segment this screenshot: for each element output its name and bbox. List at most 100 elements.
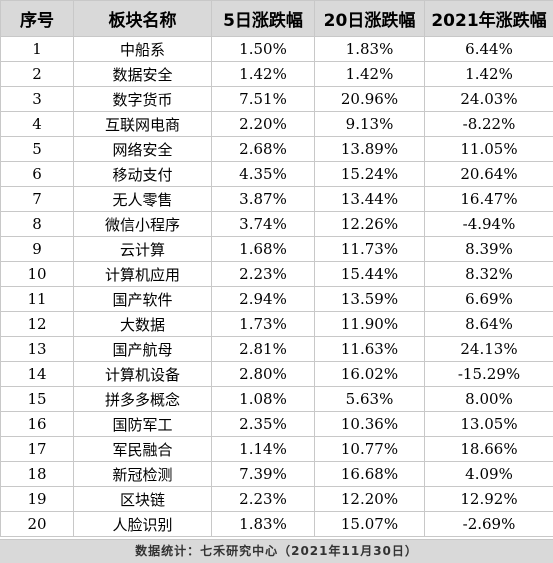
header-cell-sector: 板块名称 <box>73 0 212 37</box>
change-2021-cell: 24.03% <box>424 86 553 112</box>
sector-name-cell: 云计算 <box>73 236 212 262</box>
change-20day-cell: 11.90% <box>314 311 425 337</box>
change-20day-cell: 15.44% <box>314 261 425 287</box>
change-5day-cell: 1.68% <box>211 236 315 262</box>
change-20day-cell: 9.13% <box>314 111 425 137</box>
change-5day-cell: 2.81% <box>211 336 315 362</box>
change-20day-cell: 12.26% <box>314 211 425 237</box>
table-row: 15 拼多多概念 1.08% 5.63% 8.00% <box>0 386 553 412</box>
index-cell: 13 <box>0 336 74 362</box>
index-cell: 2 <box>0 61 74 87</box>
index-cell: 12 <box>0 311 74 337</box>
change-2021-cell: 8.64% <box>424 311 553 337</box>
table-row: 16 国防军工 2.35% 10.36% 13.05% <box>0 411 553 437</box>
sector-name-cell: 数据安全 <box>73 61 212 87</box>
sector-name-cell: 中船系 <box>73 36 212 62</box>
change-20day-cell: 13.59% <box>314 286 425 312</box>
change-20day-cell: 13.89% <box>314 136 425 162</box>
change-20day-cell: 12.20% <box>314 486 425 512</box>
index-cell: 4 <box>0 111 74 137</box>
sector-name-cell: 国产航母 <box>73 336 212 362</box>
header-cell-index: 序号 <box>0 0 74 37</box>
table-row: 7 无人零售 3.87% 13.44% 16.47% <box>0 186 553 212</box>
index-cell: 10 <box>0 261 74 287</box>
change-2021-cell: 6.44% <box>424 36 553 62</box>
change-2021-cell: 16.47% <box>424 186 553 212</box>
sector-name-cell: 微信小程序 <box>73 211 212 237</box>
change-2021-cell: -2.69% <box>424 511 553 537</box>
table-row: 9 云计算 1.68% 11.73% 8.39% <box>0 236 553 262</box>
change-20day-cell: 1.83% <box>314 36 425 62</box>
index-cell: 3 <box>0 86 74 112</box>
table-row: 11 国产软件 2.94% 13.59% 6.69% <box>0 286 553 312</box>
change-2021-cell: 24.13% <box>424 336 553 362</box>
change-5day-cell: 2.23% <box>211 261 315 287</box>
change-5day-cell: 4.35% <box>211 161 315 187</box>
change-20day-cell: 11.63% <box>314 336 425 362</box>
change-5day-cell: 2.23% <box>211 486 315 512</box>
table-row: 17 军民融合 1.14% 10.77% 18.66% <box>0 436 553 462</box>
sector-name-cell: 无人零售 <box>73 186 212 212</box>
change-20day-cell: 11.73% <box>314 236 425 262</box>
table-row: 8 微信小程序 3.74% 12.26% -4.94% <box>0 211 553 237</box>
change-2021-cell: 8.00% <box>424 386 553 412</box>
table-row: 5 网络安全 2.68% 13.89% 11.05% <box>0 136 553 162</box>
index-cell: 9 <box>0 236 74 262</box>
change-2021-cell: -4.94% <box>424 211 553 237</box>
table-row: 6 移动支付 4.35% 15.24% 20.64% <box>0 161 553 187</box>
change-20day-cell: 5.63% <box>314 386 425 412</box>
change-2021-cell: 11.05% <box>424 136 553 162</box>
change-5day-cell: 1.08% <box>211 386 315 412</box>
change-20day-cell: 10.77% <box>314 436 425 462</box>
change-20day-cell: 16.68% <box>314 461 425 487</box>
sector-name-cell: 计算机应用 <box>73 261 212 287</box>
change-5day-cell: 1.42% <box>211 61 315 87</box>
index-cell: 8 <box>0 211 74 237</box>
sector-name-cell: 网络安全 <box>73 136 212 162</box>
change-2021-cell: 8.39% <box>424 236 553 262</box>
change-20day-cell: 20.96% <box>314 86 425 112</box>
change-20day-cell: 10.36% <box>314 411 425 437</box>
change-5day-cell: 7.51% <box>211 86 315 112</box>
change-5day-cell: 2.94% <box>211 286 315 312</box>
sector-name-cell: 区块链 <box>73 486 212 512</box>
change-2021-cell: 12.92% <box>424 486 553 512</box>
sector-name-cell: 军民融合 <box>73 436 212 462</box>
table-row: 14 计算机设备 2.80% 16.02% -15.29% <box>0 361 553 387</box>
change-2021-cell: 13.05% <box>424 411 553 437</box>
change-5day-cell: 7.39% <box>211 461 315 487</box>
sector-name-cell: 人脸识别 <box>73 511 212 537</box>
sector-table: 序号 板块名称 5日涨跌幅 20日涨跌幅 2021年涨跌幅 1 中船系 1.50% 1… <box>0 0 553 537</box>
table-body: 1 中船系 1.50% 1.83% 6.44% 2 数据安全 1.42% 1.42% 1.42% 3… <box>0 36 553 537</box>
change-5day-cell: 1.50% <box>211 36 315 62</box>
header-cell-2021: 2021年涨跌幅 <box>424 0 553 37</box>
sector-name-cell: 互联网电商 <box>73 111 212 137</box>
sector-name-cell: 数字货币 <box>73 86 212 112</box>
change-5day-cell: 2.35% <box>211 411 315 437</box>
change-5day-cell: 3.87% <box>211 186 315 212</box>
change-20day-cell: 15.07% <box>314 511 425 537</box>
sector-name-cell: 移动支付 <box>73 161 212 187</box>
change-2021-cell: -15.29% <box>424 361 553 387</box>
change-5day-cell: 1.83% <box>211 511 315 537</box>
index-cell: 14 <box>0 361 74 387</box>
table-row: 3 数字货币 7.51% 20.96% 24.03% <box>0 86 553 112</box>
change-2021-cell: 4.09% <box>424 461 553 487</box>
index-cell: 19 <box>0 486 74 512</box>
sector-name-cell: 大数据 <box>73 311 212 337</box>
index-cell: 1 <box>0 36 74 62</box>
change-5day-cell: 1.14% <box>211 436 315 462</box>
table-row: 2 数据安全 1.42% 1.42% 1.42% <box>0 61 553 87</box>
index-cell: 20 <box>0 511 74 537</box>
change-5day-cell: 2.80% <box>211 361 315 387</box>
sector-name-cell: 拼多多概念 <box>73 386 212 412</box>
table-row: 12 大数据 1.73% 11.90% 8.64% <box>0 311 553 337</box>
index-cell: 18 <box>0 461 74 487</box>
change-20day-cell: 16.02% <box>314 361 425 387</box>
change-2021-cell: 1.42% <box>424 61 553 87</box>
change-20day-cell: 13.44% <box>314 186 425 212</box>
index-cell: 15 <box>0 386 74 412</box>
index-cell: 7 <box>0 186 74 212</box>
change-5day-cell: 3.74% <box>211 211 315 237</box>
